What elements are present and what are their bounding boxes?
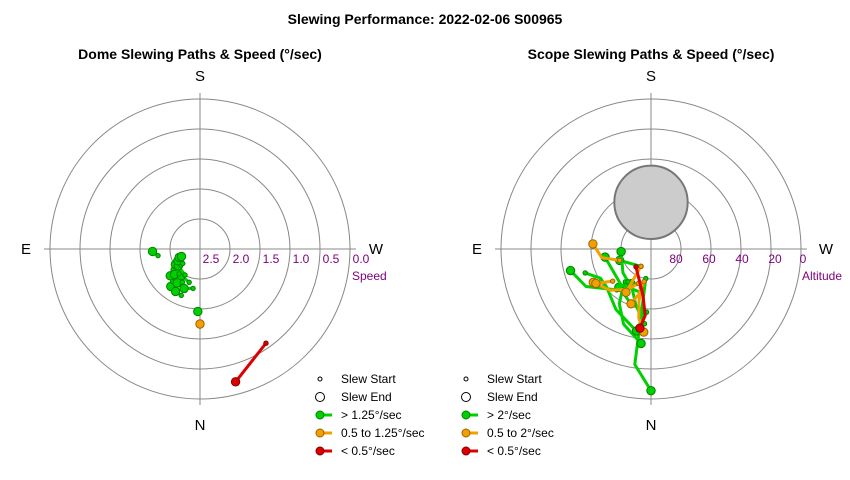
slew-end-point: [230, 377, 241, 387]
legend-dot-swatch: [315, 410, 325, 420]
slew-end-point: [179, 283, 189, 294]
dome-paths: [147, 246, 269, 387]
scope-radial-ticks: 80 60 40 20 0: [669, 252, 806, 266]
slew-end-point: [588, 239, 598, 249]
legend-entry-label: > 1.25°/sec: [341, 408, 402, 422]
scope-dir-bottom: N: [646, 417, 657, 434]
legend-entry-label: < 0.5°/sec: [341, 444, 395, 458]
legend-dot-swatch: [315, 446, 325, 456]
slew-start-point: [616, 257, 623, 264]
legend-entry-label: 0.5 to 2°/sec: [487, 426, 554, 440]
slew-end-point: [621, 287, 631, 298]
slew-start-point: [176, 271, 182, 277]
dome-dir-right: W: [369, 241, 384, 258]
radial-tick-label: 1.5: [263, 252, 280, 266]
radial-tick-label: 0.0: [353, 252, 370, 266]
slew-start-point: [190, 285, 196, 292]
dome-chart-title: Dome Slewing Paths & Speed (°/sec): [78, 46, 322, 62]
slew-start-point: [582, 270, 588, 276]
radial-tick-label: 80: [669, 252, 683, 266]
legend-dot-swatch: [461, 428, 471, 438]
dome-dir-left: E: [21, 241, 31, 258]
scope-legend: Slew Start Slew End > 2°/sec 0.5 to 2°/sec <…: [461, 372, 554, 458]
scope-dir-left: E: [472, 241, 482, 258]
dome-dir-bottom: N: [195, 417, 206, 434]
radial-tick-label: 2.5: [203, 252, 220, 266]
slew-start-point: [633, 264, 639, 270]
slew-end-point: [170, 286, 181, 297]
scope-paths: [565, 239, 656, 396]
scope-chart-title: Scope Slewing Paths & Speed (°/sec): [528, 46, 775, 62]
scope-radial-label: Altitude: [802, 269, 842, 283]
slew-start-point: [625, 279, 631, 285]
scope-pole-marker: [613, 164, 689, 240]
slew-end-point: [635, 323, 645, 333]
scope-polar-chart: Scope Slewing Paths & Speed (°/sec) S N …: [461, 46, 842, 458]
radial-tick-label: 0: [800, 252, 807, 266]
slew-path-line: [624, 264, 643, 294]
dome-dir-top: S: [195, 68, 205, 85]
legend-entry-label: 0.5 to 1.25°/sec: [341, 426, 425, 440]
slew-end-point: [636, 338, 646, 349]
slew-end-point: [565, 265, 576, 276]
slew-end-point: [176, 251, 187, 262]
dome-radial-label: Speed: [352, 269, 387, 283]
slew-path-line: [591, 280, 640, 292]
legend-entry-label: Slew Start: [487, 372, 542, 386]
legend-end-swatch: [461, 392, 471, 402]
radial-tick-label: 40: [735, 252, 749, 266]
slew-end-point: [195, 319, 205, 329]
slew-end-point: [591, 278, 601, 289]
dome-polar-chart: Dome Slewing Paths & Speed (°/sec) S N E…: [21, 46, 425, 458]
legend-entry-label: > 2°/sec: [487, 408, 531, 422]
slew-end-point: [147, 246, 158, 257]
slew-path-line: [634, 265, 647, 330]
dome-legend: Slew Start Slew End > 1.25°/sec 0.5 to 1.25…: [315, 372, 425, 458]
radial-tick-label: 20: [768, 252, 782, 266]
radial-tick-label: 60: [702, 252, 716, 266]
slew-path-line: [603, 255, 645, 334]
legend-end-swatch: [315, 392, 325, 402]
legend-entry-label: Slew End: [341, 390, 392, 404]
radial-tick-label: 0.5: [323, 252, 340, 266]
dome-grid: [44, 93, 356, 405]
legend-start-swatch: [463, 376, 469, 382]
radial-tick-label: 1.0: [293, 252, 310, 266]
slew-end-point: [193, 306, 203, 317]
slew-start-point: [155, 252, 161, 259]
slew-start-point: [263, 340, 269, 346]
legend-entry-label: < 0.5°/sec: [487, 444, 541, 458]
legend-dot-swatch: [461, 410, 471, 420]
dome-radial-ticks: 2.5 2.0 1.5 1.0 0.5 0.0: [203, 252, 370, 266]
legend-dot-swatch: [461, 446, 471, 456]
slew-path-line: [619, 250, 630, 284]
slew-end-point: [646, 385, 656, 396]
scope-dir-top: S: [646, 68, 656, 85]
radial-tick-label: 2.0: [233, 252, 250, 266]
pole-exclusion-circle: [613, 164, 689, 240]
slew-start-point: [186, 279, 192, 285]
slew-end-point: [616, 246, 626, 257]
legend-start-swatch: [317, 376, 323, 382]
slew-path-line: [234, 341, 268, 384]
slew-path-line: [591, 242, 622, 262]
scope-dir-right: W: [819, 241, 834, 258]
legend-entry-label: Slew Start: [341, 372, 396, 386]
slew-start-point: [180, 260, 186, 267]
slew-path-line: [583, 271, 638, 333]
scope-grid: [495, 93, 807, 405]
slew-start-point: [182, 272, 188, 278]
slew-start-point: [609, 278, 616, 284]
legend-entry-label: Slew End: [487, 390, 538, 404]
slew-start-point: [638, 263, 644, 270]
slew-end-point: [626, 299, 636, 309]
slew-start-point: [179, 279, 186, 285]
figure-title: Slewing Performance: 2022-02-06 S00965: [288, 11, 563, 27]
slew-start-point: [178, 292, 184, 299]
legend-dot-swatch: [315, 428, 325, 438]
slew-start-point: [641, 278, 647, 285]
